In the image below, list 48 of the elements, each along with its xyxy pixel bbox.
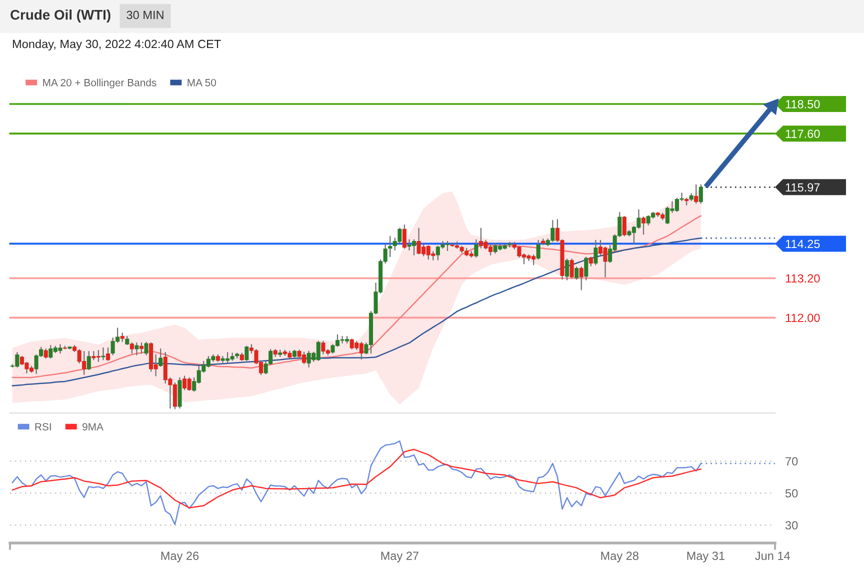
- candlestick: [536, 240, 540, 260]
- y-tick-label: 70: [786, 457, 798, 466]
- y-tick-label: 50: [785, 489, 798, 498]
- y-tick-label: 115.97: [786, 183, 820, 192]
- y-tick-label: 118.50: [786, 100, 820, 108]
- legend-label: MA 20 + Bollinger Bands: [43, 78, 156, 88]
- candlestick: [139, 342, 144, 354]
- candlestick: [594, 240, 598, 266]
- candlestick: [698, 184, 703, 204]
- candlestick: [101, 347, 106, 360]
- candlestick: [402, 224, 406, 249]
- x-tick-label: Jun 14: [755, 552, 790, 560]
- x-tick-label: May 26: [161, 552, 199, 562]
- legend-label: RSI: [35, 423, 51, 430]
- y-tick-label: 113.20: [786, 274, 820, 283]
- line-series: [12, 448, 702, 508]
- text: 30 MIN: [126, 10, 164, 20]
- candlestick: [474, 239, 478, 258]
- y-tick-label: 112.00: [786, 314, 820, 322]
- candlestick: [584, 256, 588, 280]
- candlestick: [158, 348, 163, 367]
- candlestick: [564, 258, 570, 280]
- candlestick: [144, 342, 148, 356]
- candlestick: [574, 266, 579, 280]
- y-tick-label: 117.60: [786, 130, 820, 138]
- x-tick-label: May 28: [601, 552, 638, 562]
- candlestick: [86, 350, 91, 370]
- candlestick: [44, 348, 48, 359]
- candlestick: [570, 258, 574, 278]
- candlestick: [244, 346, 249, 361]
- candlestick: [388, 236, 392, 258]
- candlestick: [130, 342, 134, 354]
- candlestick: [641, 216, 646, 235]
- chart-subtitle: Monday, May 30, 2022 4:02:40 AM CET: [12, 40, 221, 51]
- y-tick-label: 30: [785, 521, 798, 530]
- candlestick: [579, 266, 584, 290]
- line-series: [12, 237, 702, 386]
- line-series: [12, 215, 702, 378]
- candlestick: [694, 184, 698, 204]
- x-tick-label: May 31: [687, 552, 724, 562]
- legend-label: 9MA: [82, 423, 104, 430]
- candlestick: [134, 342, 139, 356]
- x-tick-label: May 27: [381, 552, 418, 562]
- y-tick-label: 114.25: [786, 240, 820, 248]
- legend-label: MA 50: [188, 78, 216, 86]
- chart-title: Crude Oil (WTI): [10, 10, 110, 22]
- candlestick: [106, 347, 110, 361]
- candlestick: [622, 216, 626, 236]
